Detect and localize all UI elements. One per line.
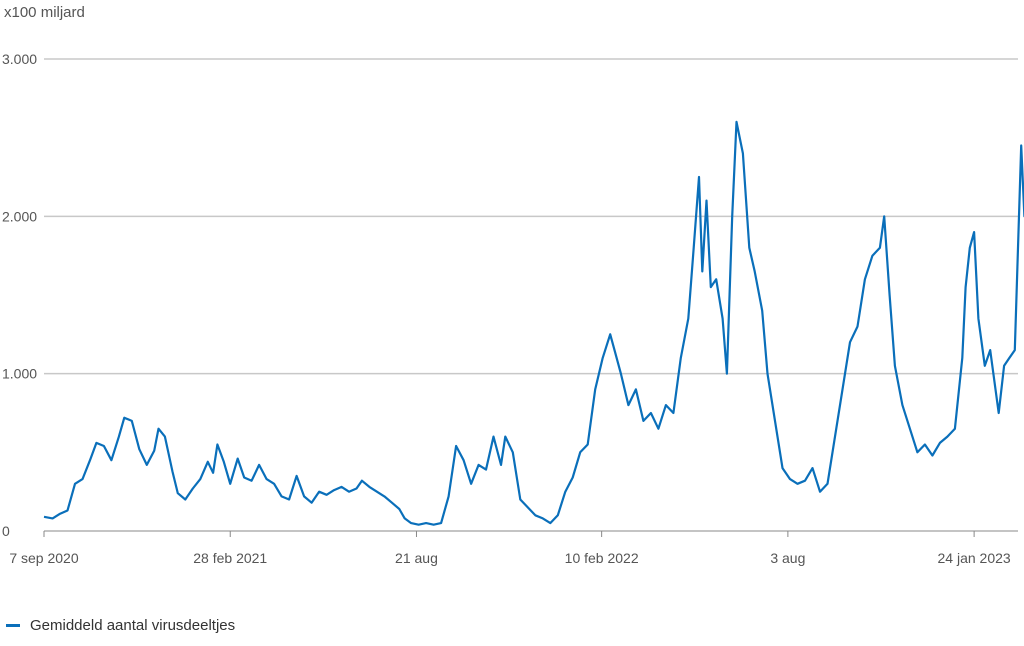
y-tick-label: 1.000 [2, 366, 37, 382]
y-tick-label: 0 [2, 523, 10, 539]
legend-swatch [6, 624, 20, 627]
gridlines [44, 58, 1018, 532]
x-tick-label: 7 sep 2020 [9, 550, 78, 566]
x-tick-label: 3 aug [770, 550, 805, 566]
series-group [43, 120, 1024, 526]
y-tick-label: 2.000 [2, 208, 37, 224]
y-axis-unit-label: x100 miljard [4, 4, 85, 21]
x-tick-label: 28 feb 2021 [193, 550, 267, 566]
x-tick-label: 10 feb 2022 [565, 550, 639, 566]
series-line [43, 120, 1024, 526]
y-axis-ticks: 0 1.000 2.000 3.000 [2, 51, 37, 539]
y-tick-label: 3.000 [2, 51, 37, 67]
legend-label: Gemiddeld aantal virusdeeltjes [30, 617, 236, 634]
x-tick-label: 24 jan 2023 [938, 550, 1011, 566]
x-axis-ticks: 7 sep 2020 28 feb 2021 21 aug 10 feb 2022 3 … [9, 531, 1011, 566]
x-tick-label: 21 aug [395, 550, 438, 566]
legend: Gemiddeld aantal virusdeeltjes [6, 617, 235, 634]
